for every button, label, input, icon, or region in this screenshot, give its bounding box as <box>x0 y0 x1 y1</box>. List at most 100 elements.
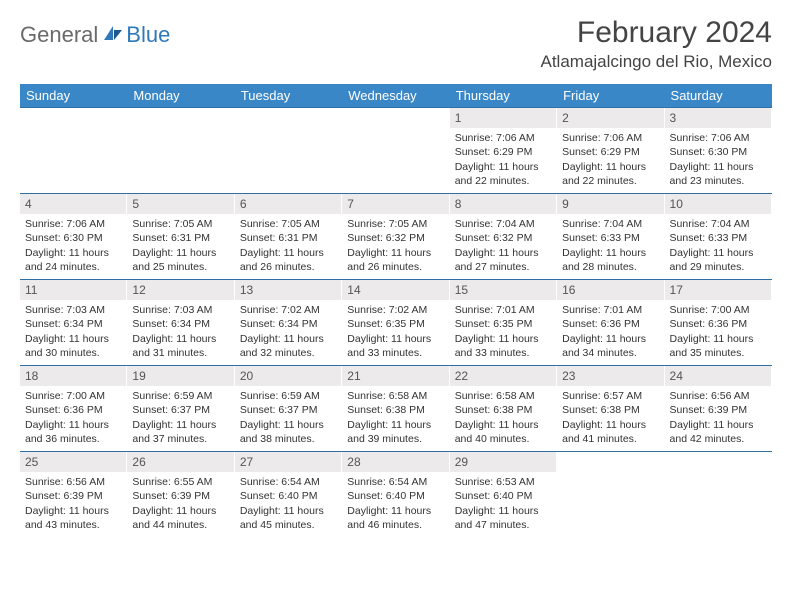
daylight-text-2: and 45 minutes. <box>240 518 337 532</box>
sunrise-text: Sunrise: 7:00 AM <box>25 389 122 403</box>
day-number: 21 <box>342 366 449 386</box>
sunset-text: Sunset: 6:36 PM <box>670 317 767 331</box>
weekday-header: Saturday <box>665 84 772 108</box>
day-details: Sunrise: 7:03 AMSunset: 6:34 PMDaylight:… <box>20 300 127 364</box>
sunrise-text: Sunrise: 6:54 AM <box>347 475 444 489</box>
sunset-text: Sunset: 6:34 PM <box>132 317 229 331</box>
sunset-text: Sunset: 6:37 PM <box>240 403 337 417</box>
sunset-text: Sunset: 6:36 PM <box>562 317 659 331</box>
day-number: 24 <box>665 366 772 386</box>
daylight-text-1: Daylight: 11 hours <box>25 246 122 260</box>
daylight-text-2: and 33 minutes. <box>347 346 444 360</box>
day-cell: 8Sunrise: 7:04 AMSunset: 6:32 PMDaylight… <box>450 194 557 280</box>
day-details: Sunrise: 7:05 AMSunset: 6:32 PMDaylight:… <box>342 214 449 278</box>
sunrise-text: Sunrise: 7:06 AM <box>455 131 552 145</box>
day-number: 27 <box>235 452 342 472</box>
day-cell: 4Sunrise: 7:06 AMSunset: 6:30 PMDaylight… <box>20 194 127 280</box>
day-cell: 27Sunrise: 6:54 AMSunset: 6:40 PMDayligh… <box>235 452 342 538</box>
daylight-text-1: Daylight: 11 hours <box>347 246 444 260</box>
weekday-header: Sunday <box>20 84 127 108</box>
day-cell: 1Sunrise: 7:06 AMSunset: 6:29 PMDaylight… <box>450 108 557 194</box>
daylight-text-1: Daylight: 11 hours <box>455 246 552 260</box>
daylight-text-2: and 32 minutes. <box>240 346 337 360</box>
daylight-text-2: and 38 minutes. <box>240 432 337 446</box>
daylight-text-1: Daylight: 11 hours <box>240 418 337 432</box>
day-cell: 13Sunrise: 7:02 AMSunset: 6:34 PMDayligh… <box>235 280 342 366</box>
day-number: 3 <box>665 108 772 128</box>
sunrise-text: Sunrise: 6:55 AM <box>132 475 229 489</box>
sunrise-text: Sunrise: 6:59 AM <box>132 389 229 403</box>
day-cell: 12Sunrise: 7:03 AMSunset: 6:34 PMDayligh… <box>127 280 234 366</box>
weekday-header: Friday <box>557 84 664 108</box>
brand-logo: General Blue <box>20 16 170 48</box>
daylight-text-2: and 28 minutes. <box>562 260 659 274</box>
daylight-text-2: and 29 minutes. <box>670 260 767 274</box>
day-cell: 19Sunrise: 6:59 AMSunset: 6:37 PMDayligh… <box>127 366 234 452</box>
day-cell <box>20 108 127 194</box>
sunrise-text: Sunrise: 7:03 AM <box>25 303 122 317</box>
day-cell: 21Sunrise: 6:58 AMSunset: 6:38 PMDayligh… <box>342 366 449 452</box>
sunset-text: Sunset: 6:30 PM <box>670 145 767 159</box>
day-cell: 6Sunrise: 7:05 AMSunset: 6:31 PMDaylight… <box>235 194 342 280</box>
sunrise-text: Sunrise: 6:56 AM <box>670 389 767 403</box>
daylight-text-1: Daylight: 11 hours <box>455 504 552 518</box>
daylight-text-2: and 23 minutes. <box>670 174 767 188</box>
sunset-text: Sunset: 6:38 PM <box>347 403 444 417</box>
day-number: 23 <box>557 366 664 386</box>
sunset-text: Sunset: 6:34 PM <box>25 317 122 331</box>
daylight-text-2: and 25 minutes. <box>132 260 229 274</box>
sunset-text: Sunset: 6:30 PM <box>25 231 122 245</box>
day-cell: 25Sunrise: 6:56 AMSunset: 6:39 PMDayligh… <box>20 452 127 538</box>
day-cell: 5Sunrise: 7:05 AMSunset: 6:31 PMDaylight… <box>127 194 234 280</box>
day-details: Sunrise: 7:03 AMSunset: 6:34 PMDaylight:… <box>127 300 234 364</box>
day-number: 12 <box>127 280 234 300</box>
daylight-text-2: and 31 minutes. <box>132 346 229 360</box>
daylight-text-2: and 47 minutes. <box>455 518 552 532</box>
weekday-header: Wednesday <box>342 84 449 108</box>
daylight-text-1: Daylight: 11 hours <box>455 160 552 174</box>
sunrise-text: Sunrise: 7:03 AM <box>132 303 229 317</box>
day-number: 15 <box>450 280 557 300</box>
week-row: 18Sunrise: 7:00 AMSunset: 6:36 PMDayligh… <box>20 366 772 452</box>
daylight-text-1: Daylight: 11 hours <box>347 504 444 518</box>
day-details: Sunrise: 7:01 AMSunset: 6:36 PMDaylight:… <box>557 300 664 364</box>
day-number: 13 <box>235 280 342 300</box>
day-cell: 17Sunrise: 7:00 AMSunset: 6:36 PMDayligh… <box>665 280 772 366</box>
sunrise-text: Sunrise: 7:01 AM <box>562 303 659 317</box>
daylight-text-2: and 36 minutes. <box>25 432 122 446</box>
day-cell <box>665 452 772 538</box>
sunset-text: Sunset: 6:39 PM <box>25 489 122 503</box>
daylight-text-1: Daylight: 11 hours <box>670 418 767 432</box>
day-details: Sunrise: 7:02 AMSunset: 6:34 PMDaylight:… <box>235 300 342 364</box>
sunrise-text: Sunrise: 6:58 AM <box>347 389 444 403</box>
day-cell: 3Sunrise: 7:06 AMSunset: 6:30 PMDaylight… <box>665 108 772 194</box>
daylight-text-1: Daylight: 11 hours <box>25 504 122 518</box>
day-details: Sunrise: 6:59 AMSunset: 6:37 PMDaylight:… <box>235 386 342 450</box>
sunset-text: Sunset: 6:38 PM <box>562 403 659 417</box>
calendar-table: Sunday Monday Tuesday Wednesday Thursday… <box>20 84 772 538</box>
sunrise-text: Sunrise: 7:00 AM <box>670 303 767 317</box>
sunset-text: Sunset: 6:29 PM <box>455 145 552 159</box>
daylight-text-1: Daylight: 11 hours <box>132 504 229 518</box>
day-cell <box>235 108 342 194</box>
sunrise-text: Sunrise: 7:02 AM <box>347 303 444 317</box>
location-label: Atlamajalcingo del Rio, Mexico <box>541 52 773 72</box>
sunrise-text: Sunrise: 7:06 AM <box>562 131 659 145</box>
day-cell: 16Sunrise: 7:01 AMSunset: 6:36 PMDayligh… <box>557 280 664 366</box>
daylight-text-2: and 26 minutes. <box>347 260 444 274</box>
daylight-text-2: and 24 minutes. <box>25 260 122 274</box>
day-cell: 14Sunrise: 7:02 AMSunset: 6:35 PMDayligh… <box>342 280 449 366</box>
sunset-text: Sunset: 6:35 PM <box>347 317 444 331</box>
day-details: Sunrise: 6:56 AMSunset: 6:39 PMDaylight:… <box>665 386 772 450</box>
daylight-text-1: Daylight: 11 hours <box>562 160 659 174</box>
sunset-text: Sunset: 6:40 PM <box>240 489 337 503</box>
sunset-text: Sunset: 6:32 PM <box>347 231 444 245</box>
sunrise-text: Sunrise: 6:53 AM <box>455 475 552 489</box>
daylight-text-1: Daylight: 11 hours <box>25 418 122 432</box>
day-number: 25 <box>20 452 127 472</box>
daylight-text-1: Daylight: 11 hours <box>670 332 767 346</box>
day-number: 5 <box>127 194 234 214</box>
day-details: Sunrise: 6:58 AMSunset: 6:38 PMDaylight:… <box>342 386 449 450</box>
daylight-text-1: Daylight: 11 hours <box>132 332 229 346</box>
month-title: February 2024 <box>541 16 773 50</box>
